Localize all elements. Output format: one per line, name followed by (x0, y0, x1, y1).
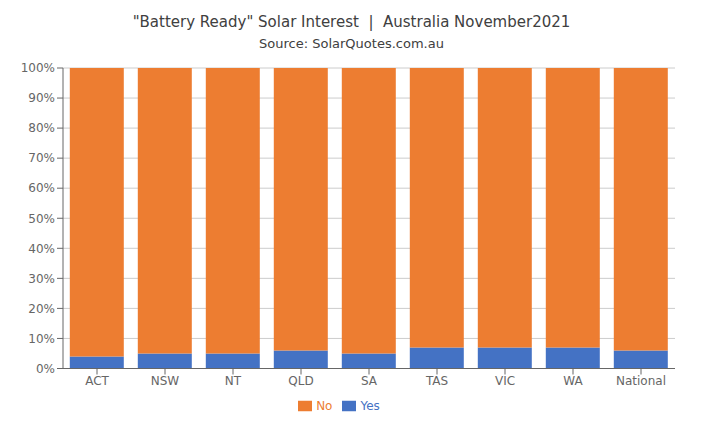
svg-text:NSW: NSW (151, 374, 180, 388)
svg-text:80%: 80% (28, 121, 55, 135)
svg-text:ACT: ACT (85, 374, 109, 388)
svg-text:SA: SA (361, 374, 378, 388)
svg-text:NT: NT (225, 374, 242, 388)
svg-text:National: National (616, 374, 666, 388)
svg-text:VIC: VIC (495, 374, 515, 388)
svg-text:50%: 50% (28, 212, 55, 226)
html-text:Yes: Yes (360, 398, 380, 413)
html-text:"Battery Ready" Solar Interest: "Battery Ready" Solar Interest | Austral… (132, 13, 571, 31)
svg-text:30%: 30% (28, 272, 55, 286)
svg-text:60%: 60% (28, 181, 55, 195)
svg-text:20%: 20% (28, 302, 55, 316)
html-text:Source: SolarQuotes.com.au: Source: SolarQuotes.com.au (259, 36, 444, 51)
svg-text:90%: 90% (28, 91, 55, 105)
svg-text:WA: WA (563, 374, 583, 388)
svg-text:70%: 70% (28, 151, 55, 165)
svg-text:100%: 100% (21, 61, 55, 75)
html-text:No: No (316, 398, 333, 413)
svg-text:0%: 0% (36, 362, 55, 376)
svg-text:QLD: QLD (288, 374, 313, 388)
svg-text:10%: 10% (28, 332, 55, 346)
svg-text:TAS: TAS (425, 374, 448, 388)
svg-text:40%: 40% (28, 242, 55, 256)
